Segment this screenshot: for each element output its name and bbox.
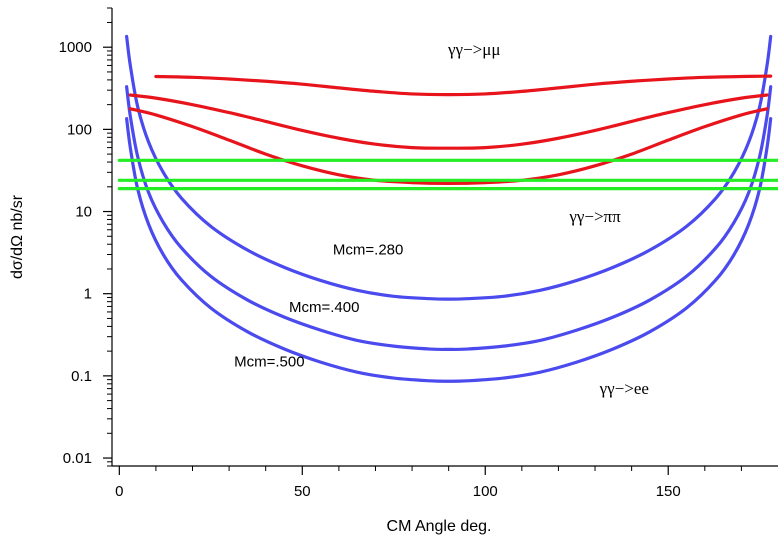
series-line-ee-6 xyxy=(125,34,773,301)
series-line-mumu-1 xyxy=(128,93,769,150)
y-tick-label: 1 xyxy=(84,286,92,303)
series-line-ee-8 xyxy=(125,117,773,383)
annotation-pipi: γγ−>ππ xyxy=(568,207,621,226)
annotations: γγ−>μμ γγ−>ππ γγ−>ee Mcm=.280 Mcm=.400 Mcm=.5… xyxy=(234,40,649,398)
annotation-m280: Mcm=.280 xyxy=(333,242,403,259)
y-tick-label: 0.01 xyxy=(63,450,92,467)
x-axis-title: CM Angle deg. xyxy=(387,518,492,535)
series-line-mumu-0 xyxy=(154,74,773,97)
plot-curves xyxy=(117,34,778,383)
y-tick-label: 10 xyxy=(75,204,92,221)
annotation-mumu: γγ−>μμ xyxy=(447,40,500,59)
annotation-m400: Mcm=.400 xyxy=(289,299,359,316)
series-line-mumu-2 xyxy=(128,107,769,186)
y-tick-label: 100 xyxy=(67,121,92,138)
y-tick-label: 1000 xyxy=(59,39,92,56)
x-tick-label: 0 xyxy=(115,483,123,500)
x-tick-label: 150 xyxy=(656,483,681,500)
axis-ticks: 0.01 0.1 1 10 100 1000 0 50 100 150 xyxy=(59,7,742,500)
axes xyxy=(111,8,778,467)
x-tick-label: 50 xyxy=(294,483,311,500)
x-tick-label: 100 xyxy=(473,483,498,500)
series-line-ee-7 xyxy=(125,85,773,352)
y-axis-title: dσ/dΩ nb/sr xyxy=(9,194,26,279)
y-tick-label: 0.1 xyxy=(71,368,92,385)
annotation-m500: Mcm=.500 xyxy=(234,354,304,371)
annotation-ee: γγ−>ee xyxy=(599,379,649,398)
